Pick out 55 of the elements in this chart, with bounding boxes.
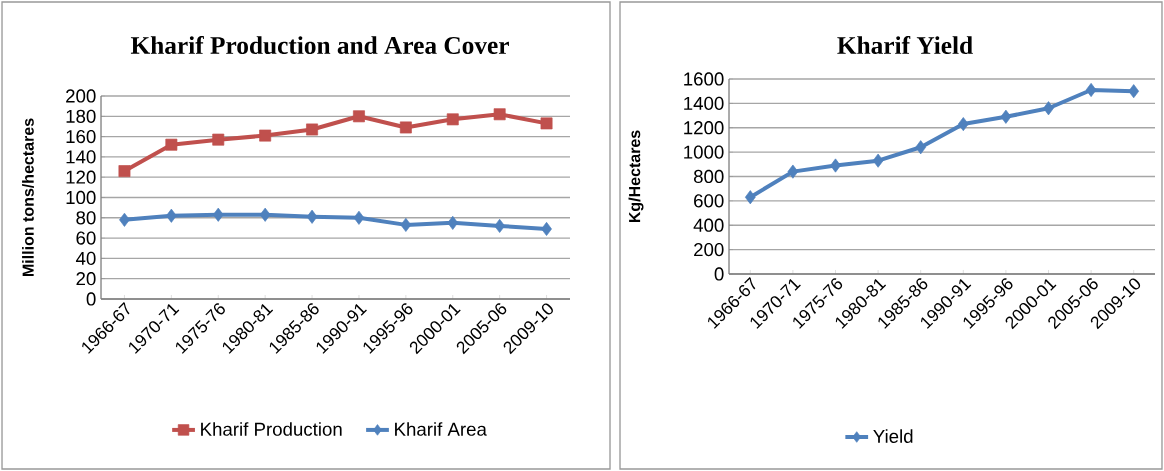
point [957,117,969,132]
y-tick-label: 800 [693,169,724,184]
point [259,207,271,222]
point [353,110,365,123]
point [306,209,318,224]
point [166,208,177,223]
point [259,129,272,142]
point [400,217,412,232]
point [212,133,225,146]
y-axis-title: Million tons/hectares [22,118,34,276]
point [1128,84,1140,99]
point [494,218,505,233]
point [830,158,841,173]
point [1000,109,1012,124]
point [399,121,412,134]
point [541,221,552,236]
point [787,164,799,179]
y-tick-label: 200 [694,242,724,257]
y-tick-label: 600 [694,194,724,208]
y-tick-label: 200 [66,89,96,103]
point [446,113,459,126]
point [1043,101,1054,116]
legend-label: Yield [873,429,913,443]
point [540,117,553,130]
point [353,210,365,225]
point [119,212,130,227]
y-tick-label: 140 [66,150,96,164]
y-tick-label: 1600 [684,72,724,86]
point [872,153,884,168]
point [915,140,927,155]
point [118,165,131,178]
chart-title: Kharif Production and Area Cover [130,35,509,55]
point [306,123,318,136]
point [165,138,178,151]
y-tick-label: 180 [66,109,96,123]
y-tick-label: 120 [66,170,96,184]
y-tick-label: 80 [76,211,96,225]
y-tick-label: 160 [66,129,96,144]
point [1085,82,1097,97]
legend-label: Kharif Area [395,422,487,436]
chart-title: Kharif Yield [837,35,973,55]
y-axis-title: Kg/Hectares [628,130,644,223]
y-tick-label: 100 [66,190,96,205]
point [447,215,459,230]
y-tick-label: 40 [75,251,96,266]
y-tick-label: 400 [693,218,724,232]
y-tick-label: 20 [76,272,96,286]
point [493,108,506,121]
point [212,207,224,222]
legend-label: Kharif Production [201,422,342,436]
y-tick-label: 1400 [684,96,724,110]
y-tick-label: 1000 [684,145,724,159]
y-tick-label: 60 [76,231,96,245]
point [744,190,756,205]
y-tick-label: 1200 [684,121,724,135]
